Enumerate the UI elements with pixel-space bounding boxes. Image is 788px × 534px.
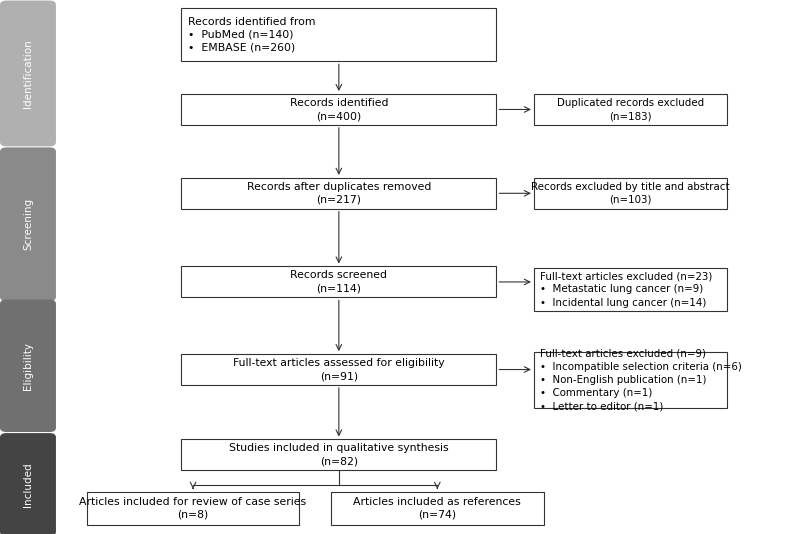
FancyBboxPatch shape	[0, 300, 56, 432]
Text: Records identified
(n=400): Records identified (n=400)	[289, 98, 388, 121]
Text: Full-text articles excluded (n=23)
•  Metastatic lung cancer (n=9)
•  Incidental: Full-text articles excluded (n=23) • Met…	[540, 271, 712, 308]
Bar	[181, 8, 496, 61]
Text: Records excluded by title and abstract
(n=103): Records excluded by title and abstract (…	[531, 182, 730, 205]
Text: Screening: Screening	[23, 198, 33, 250]
Bar	[181, 439, 496, 470]
Bar	[534, 178, 727, 209]
Text: Records screened
(n=114): Records screened (n=114)	[290, 270, 388, 294]
Bar	[181, 94, 496, 125]
Bar	[87, 492, 299, 525]
Text: Articles included as references
(n=74): Articles included as references (n=74)	[354, 497, 521, 520]
Bar	[181, 266, 496, 297]
Text: Records identified from
•  PubMed (n=140)
•  EMBASE (n=260): Records identified from • PubMed (n=140)…	[188, 17, 315, 53]
Bar	[331, 492, 544, 525]
Bar	[534, 94, 727, 125]
Text: Duplicated records excluded
(n=183): Duplicated records excluded (n=183)	[557, 98, 704, 121]
Bar	[181, 354, 496, 385]
Text: Studies included in qualitative synthesis
(n=82): Studies included in qualitative synthesi…	[229, 443, 448, 467]
FancyBboxPatch shape	[0, 147, 56, 301]
Text: Included: Included	[23, 462, 33, 507]
FancyBboxPatch shape	[0, 433, 56, 534]
Text: Full-text articles excluded (n=9)
•  Incompatible selection criteria (n=6)
•  No: Full-text articles excluded (n=9) • Inco…	[540, 349, 742, 412]
Text: Records after duplicates removed
(n=217): Records after duplicates removed (n=217)	[247, 182, 431, 205]
Text: Eligibility: Eligibility	[23, 342, 33, 390]
Text: Identification: Identification	[23, 39, 33, 108]
Text: Articles included for review of case series
(n=8): Articles included for review of case ser…	[80, 497, 307, 520]
FancyBboxPatch shape	[0, 1, 56, 146]
Text: Full-text articles assessed for eligibility
(n=91): Full-text articles assessed for eligibil…	[233, 358, 444, 381]
Bar	[181, 178, 496, 209]
Bar	[534, 268, 727, 311]
Bar	[534, 352, 727, 408]
